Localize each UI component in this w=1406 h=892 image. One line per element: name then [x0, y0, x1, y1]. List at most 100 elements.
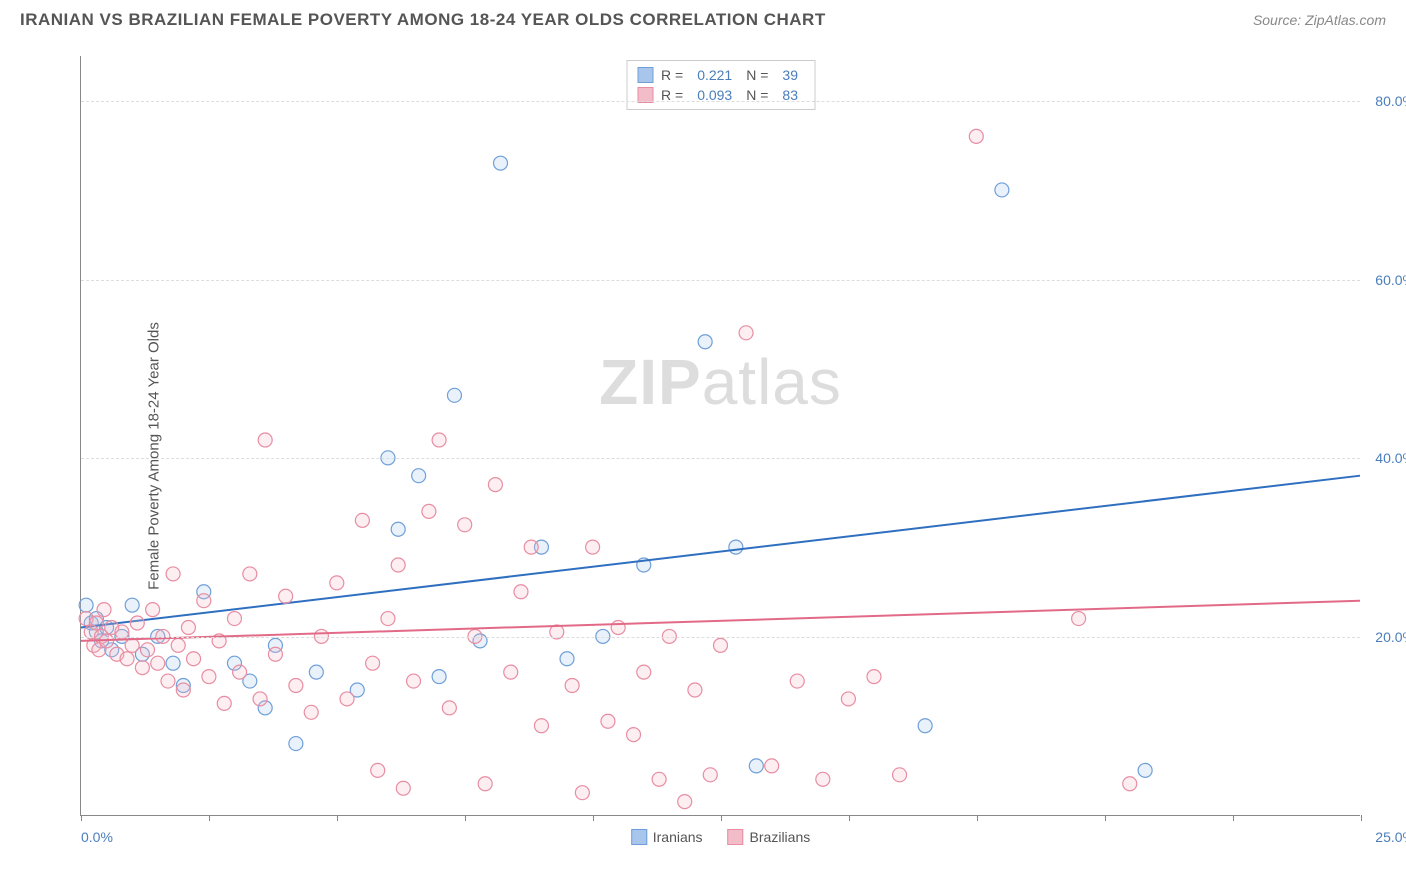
scatter-point [407, 674, 421, 688]
legend-item: Brazilians [728, 829, 811, 845]
scatter-point [120, 652, 134, 666]
scatter-point [969, 129, 983, 143]
legend-swatch [728, 829, 744, 845]
scatter-point [227, 612, 241, 626]
scatter-point [289, 679, 303, 693]
scatter-point [279, 589, 293, 603]
series-legend: Iranians Brazilians [631, 829, 811, 845]
scatter-point [304, 705, 318, 719]
y-tick-label: 40.0% [1375, 450, 1406, 466]
scatter-point [442, 701, 456, 715]
scatter-point [171, 638, 185, 652]
scatter-point [289, 737, 303, 751]
scatter-point [1123, 777, 1137, 791]
x-tick [1105, 815, 1106, 821]
scatter-point [391, 558, 405, 572]
scatter-point [141, 643, 155, 657]
x-axis-max-label: 25.0% [1375, 829, 1406, 845]
x-tick [209, 815, 210, 821]
x-tick [721, 815, 722, 821]
legend-swatch [637, 67, 653, 83]
scatter-point [652, 772, 666, 786]
scatter-point [1072, 612, 1086, 626]
scatter-point [166, 567, 180, 581]
scatter-point [258, 433, 272, 447]
y-tick-label: 60.0% [1375, 272, 1406, 288]
scatter-point [611, 620, 625, 634]
scatter-point [381, 612, 395, 626]
stats-row: R = 0.221 N = 39 [637, 65, 804, 85]
scatter-point [729, 540, 743, 554]
scatter-point [355, 513, 369, 527]
scatter-point [371, 763, 385, 777]
scatter-point [918, 719, 932, 733]
scatter-point [560, 652, 574, 666]
scatter-point [217, 696, 231, 710]
scatter-point [396, 781, 410, 795]
legend-swatch [631, 829, 647, 845]
x-tick [1233, 815, 1234, 821]
x-tick [977, 815, 978, 821]
scatter-point [765, 759, 779, 773]
stats-n-value: 39 [782, 67, 798, 83]
stats-legend-box: R = 0.221 N = 39 R =0.093N =83 [626, 60, 815, 110]
stats-r-value: 0.221 [697, 67, 732, 83]
stats-r-label: R = [661, 67, 683, 83]
scatter-point [181, 620, 195, 634]
scatter-point [703, 768, 717, 782]
x-tick [465, 815, 466, 821]
source-label: Source: ZipAtlas.com [1253, 12, 1386, 28]
scatter-point [125, 638, 139, 652]
scatter-point [698, 335, 712, 349]
scatter-point [478, 777, 492, 791]
y-tick-label: 80.0% [1375, 93, 1406, 109]
scatter-point [678, 795, 692, 809]
x-tick [849, 815, 850, 821]
x-tick [81, 815, 82, 821]
gridline-h [81, 101, 1360, 102]
scatter-point [867, 670, 881, 684]
chart-header: IRANIAN VS BRAZILIAN FEMALE POVERTY AMON… [0, 0, 1406, 35]
y-tick-label: 20.0% [1375, 629, 1406, 645]
scatter-point [79, 598, 93, 612]
scatter-point [447, 388, 461, 402]
scatter-point [330, 576, 344, 590]
scatter-point [243, 567, 257, 581]
trend-line [81, 601, 1360, 641]
trend-line [81, 476, 1360, 628]
scatter-point [130, 616, 144, 630]
stats-row: R =0.093N =83 [637, 85, 804, 105]
scatter-point [739, 326, 753, 340]
scatter-point [135, 661, 149, 675]
chart-container: Female Poverty Among 18-24 Year Olds ZIP… [50, 56, 1400, 856]
scatter-point [161, 674, 175, 688]
scatter-point [125, 598, 139, 612]
scatter-point [575, 786, 589, 800]
scatter-point [488, 478, 502, 492]
scatter-point [565, 679, 579, 693]
scatter-point [412, 469, 426, 483]
scatter-point [97, 603, 111, 617]
scatter-point [253, 692, 267, 706]
scatter-point [749, 759, 763, 773]
scatter-point [790, 674, 804, 688]
scatter-point [146, 603, 160, 617]
scatter-point [197, 594, 211, 608]
scatter-point [432, 433, 446, 447]
scatter-point [340, 692, 354, 706]
chart-title: IRANIAN VS BRAZILIAN FEMALE POVERTY AMON… [20, 10, 826, 30]
scatter-point [688, 683, 702, 697]
legend-label: Iranians [653, 829, 703, 845]
scatter-point [202, 670, 216, 684]
plot-area: ZIPatlas R =0.221N =39R =0.093N =83 0.0%… [80, 56, 1360, 816]
scatter-point [89, 616, 103, 630]
scatter-point [841, 692, 855, 706]
scatter-point [166, 656, 180, 670]
scatter-point [534, 719, 548, 733]
legend-item: Iranians [631, 829, 703, 845]
scatter-point [233, 665, 247, 679]
scatter-point [637, 665, 651, 679]
gridline-h [81, 458, 1360, 459]
stats-n-label: N = [746, 67, 768, 83]
scatter-point [627, 728, 641, 742]
